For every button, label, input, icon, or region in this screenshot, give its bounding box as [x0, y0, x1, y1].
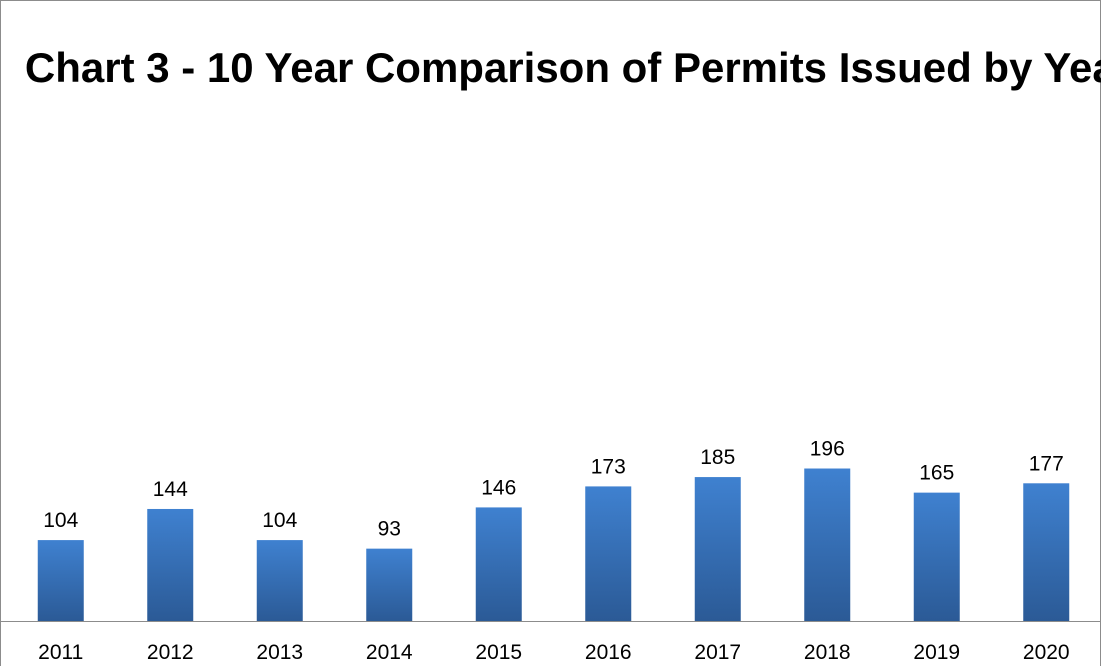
- bar-2018: [804, 468, 851, 621]
- bar-2012: [147, 508, 194, 621]
- x-tick-label-2011: 2011: [38, 641, 83, 664]
- bars-group: [37, 468, 1070, 621]
- data-label-2013: 104: [262, 509, 297, 532]
- x-tick-label-2020: 2020: [1023, 641, 1070, 664]
- data-label-2014: 93: [378, 518, 401, 541]
- bar-2020: [1023, 483, 1070, 621]
- bar-2016: [585, 486, 632, 621]
- data-label-2011: 104: [43, 509, 78, 532]
- bar-2015: [475, 507, 522, 621]
- bar-2014: [366, 548, 413, 621]
- x-tick-label-2015: 2015: [475, 641, 522, 664]
- data-label-2020: 177: [1029, 452, 1064, 475]
- x-tick-label-2018: 2018: [804, 641, 851, 664]
- x-tick-label-2013: 2013: [256, 641, 303, 664]
- bar-2011: [37, 540, 84, 621]
- data-label-2017: 185: [700, 446, 735, 469]
- chart-title: Chart 3 - 10 Year Comparison of Permits …: [24, 44, 1101, 91]
- data-label-2012: 144: [153, 478, 188, 501]
- data-label-2018: 196: [810, 438, 845, 461]
- bar-2017: [694, 477, 741, 621]
- bar-2013: [256, 540, 303, 621]
- data-label-2015: 146: [481, 476, 516, 499]
- x-tick-label-2012: 2012: [147, 641, 194, 664]
- x-tick-label-2017: 2017: [694, 641, 741, 664]
- data-labels-group: 104 144 104 93 146 173 185 196 165 177: [43, 438, 1064, 541]
- x-tick-label-2014: 2014: [366, 641, 413, 664]
- data-label-2016: 173: [591, 455, 626, 478]
- x-tick-labels-group: 2011 2012 2013 2014 2015 2016 2017 2018 2019 2020: [38, 641, 1069, 664]
- x-tick-label-2016: 2016: [585, 641, 632, 664]
- bar-2019: [913, 492, 960, 621]
- data-label-2019: 165: [919, 462, 954, 485]
- x-tick-label-2019: 2019: [913, 641, 960, 664]
